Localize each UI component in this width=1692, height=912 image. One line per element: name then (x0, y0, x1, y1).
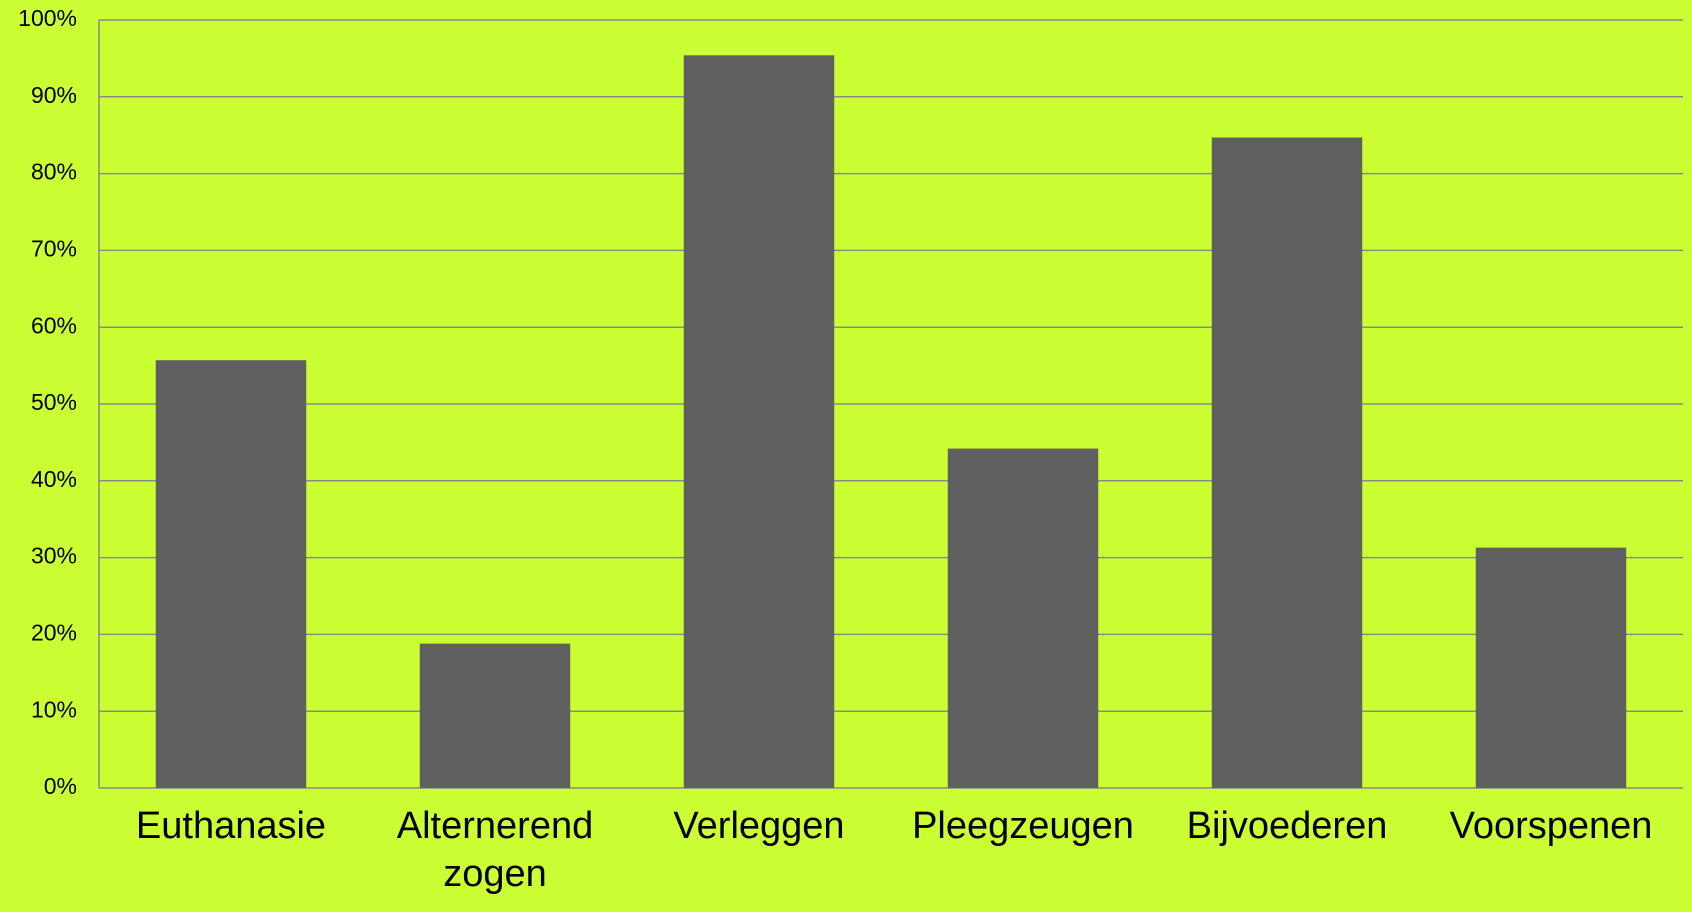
x-tick-label: Verleggen (673, 805, 845, 847)
y-tick-label: 0% (44, 773, 77, 799)
y-tick-label: 100% (18, 5, 77, 31)
x-tick-label: Alternerend zogen (396, 805, 594, 895)
x-tick-label: Euthanasie (135, 805, 327, 847)
x-tick-label: Bijvoederen (1186, 805, 1388, 847)
y-tick-label: 90% (31, 82, 77, 108)
bar (1475, 547, 1627, 788)
bar (947, 448, 1099, 788)
y-tick-label: 70% (31, 235, 77, 261)
bar (419, 643, 571, 788)
y-tick-label: 10% (31, 696, 77, 722)
y-tick-label: 60% (31, 312, 77, 338)
y-tick-label: 40% (31, 466, 77, 492)
x-tick-label: Pleegzeugen (912, 805, 1134, 847)
y-tick-label: 50% (31, 389, 77, 415)
x-tick-label: Voorspenen (1449, 805, 1653, 847)
bar (1211, 137, 1363, 788)
bar (683, 55, 835, 788)
y-tick-label: 30% (31, 543, 77, 569)
y-tick-label: 80% (31, 159, 77, 185)
bar (155, 360, 307, 788)
y-tick-label: 20% (31, 619, 77, 645)
